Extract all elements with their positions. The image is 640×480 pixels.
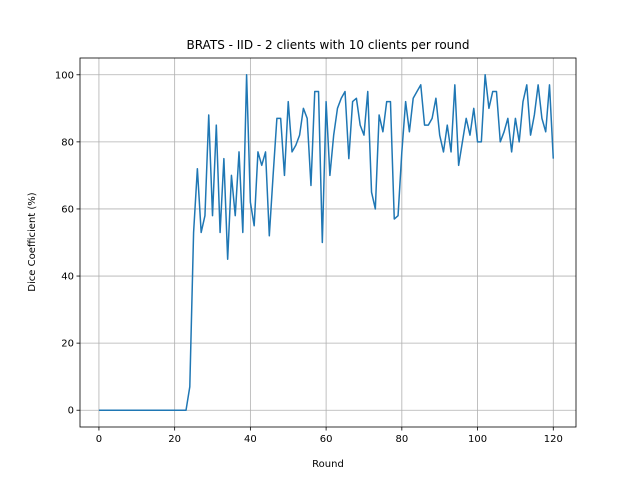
x-tick-label: 80 [395, 434, 408, 445]
x-tick-label: 20 [168, 434, 181, 445]
y-axis: 0 20 40 60 80 100 [55, 70, 80, 417]
y-tick-label: 100 [55, 70, 74, 81]
x-tick-label: 100 [468, 434, 487, 445]
y-tick-label: 60 [61, 204, 74, 215]
y-tick-label: 20 [61, 339, 74, 350]
plot-frame [79, 57, 577, 428]
x-tick-label: 40 [244, 434, 257, 445]
y-tick-label: 40 [61, 272, 74, 283]
y-tick-label: 0 [68, 406, 74, 417]
series-line [98, 74, 555, 411]
y-axis-label: Dice Coefficient (%) [27, 192, 38, 291]
y-tick-label: 80 [61, 137, 74, 148]
x-tick-label: 0 [96, 434, 102, 445]
x-axis-label: Round [312, 459, 344, 470]
x-axis: 0 20 40 60 80 100 120 [96, 427, 563, 445]
x-tick-label: 60 [320, 434, 333, 445]
grid-lines [80, 58, 576, 427]
series-layer [98, 74, 555, 411]
x-tick-label: 120 [544, 434, 563, 445]
chart-title: BRATS - IID - 2 clients with 10 clients … [187, 38, 470, 52]
